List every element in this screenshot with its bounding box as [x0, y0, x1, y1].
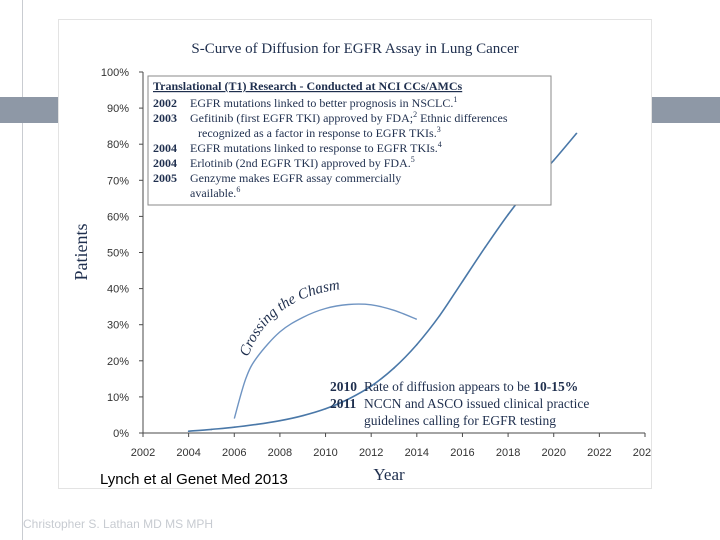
crossing-the-chasm-label: Crossing the Chasm — [237, 277, 341, 358]
top-box-line-sup: 4 — [438, 140, 442, 149]
x-tick-label: 2020 — [541, 447, 565, 459]
bottom-box-line-text: guidelines calling for EGFR testing — [364, 413, 556, 428]
diffusion-data-point — [575, 132, 578, 135]
top-box-line: Gefitinib (first EGFR TKI) approved by F… — [190, 110, 508, 125]
top-box-line-text: Genzyme makes EGFR assay commercially — [190, 171, 401, 185]
s-curve-chart: S-Curve of Diffusion for EGFR Assay in L… — [71, 41, 651, 484]
diffusion-data-point — [507, 213, 509, 216]
diffusion-data-point — [393, 367, 395, 369]
x-tick-label: 2002 — [131, 447, 155, 459]
footer-author: Christopher S. Lathan MD MS MPH — [23, 517, 214, 531]
bottom-box-line-bold: 10-15% — [533, 379, 578, 394]
top-box-year: 2004 — [153, 141, 177, 155]
top-box-line-sup: 6 — [236, 185, 240, 194]
x-tick-label: 2004 — [176, 447, 200, 459]
diffusion-data-point — [552, 159, 555, 162]
x-tick-label: 2024 — [633, 447, 651, 459]
chart-figure: S-Curve of Diffusion for EGFR Assay in L… — [59, 20, 651, 488]
y-tick-label: 0% — [113, 428, 129, 440]
top-box-line-text: available. — [190, 186, 236, 200]
top-box-year: 2005 — [153, 171, 177, 185]
bottom-box-line: Rate of diffusion appears to be 10-15% — [364, 379, 578, 394]
top-box-line: EGFR mutations linked to response to EGF… — [190, 140, 442, 155]
diffusion-data-point — [324, 408, 327, 410]
diffusion-s-curve — [188, 132, 578, 432]
diffusion-data-point — [256, 423, 258, 426]
top-box-line-text: Erlotinib (2nd EGFR TKI) approved by FDA… — [190, 156, 411, 170]
y-axis-label: Patients — [71, 224, 91, 281]
bottom-box-year: 2011 — [330, 396, 357, 411]
top-box-line: available.6 — [190, 185, 240, 200]
y-tick-label: 50% — [107, 248, 129, 260]
top-box-line: Erlotinib (2nd EGFR TKI) approved by FDA… — [190, 155, 415, 170]
y-tick-label: 90% — [107, 103, 129, 115]
diffusion-data-point — [347, 398, 350, 400]
slide-decoration-bar-left — [0, 97, 59, 123]
diffusion-data-point — [370, 385, 372, 387]
top-box-year: 2002 — [153, 96, 177, 110]
slide-decoration-bar-right — [650, 97, 720, 123]
y-tick-label: 60% — [107, 211, 129, 223]
bottom-box-line-text: NCCN and ASCO issued clinical practice — [364, 396, 589, 411]
top-box-line-text: EGFR mutations linked to response to EGF… — [190, 141, 438, 155]
top-box-year: 2004 — [153, 156, 177, 170]
diffusion-data-point — [187, 430, 190, 432]
diffusion-data-point — [233, 426, 236, 429]
x-tick-label: 2010 — [313, 447, 337, 459]
diffusion-data-point — [301, 414, 304, 417]
top-box-line: recognized as a factor in response to EG… — [198, 125, 441, 140]
top-box-line-text: Gefitinib (first EGFR TKI) approved by F… — [190, 111, 413, 125]
bottom-box-line-text: Rate of diffusion appears to be — [364, 379, 533, 394]
y-tick-label: 70% — [107, 175, 129, 187]
citation-text: Lynch et al Genet Med 2013 — [100, 471, 288, 488]
top-box-line-text: EGFR mutations linked to better prognosi… — [190, 96, 453, 110]
x-tick-label: 2012 — [359, 447, 383, 459]
bottom-box-year: 2010 — [330, 379, 357, 394]
top-box-line-sup: 5 — [411, 155, 415, 164]
x-tick-label: 2014 — [405, 447, 429, 459]
diffusion-data-point — [438, 314, 441, 317]
slide-decoration-line — [22, 0, 23, 540]
top-box-line-sup: 2 — [413, 110, 417, 119]
x-tick-label: 2006 — [222, 447, 246, 459]
top-box-year: 2003 — [153, 111, 177, 125]
diffusion-data-point — [484, 246, 487, 248]
y-tick-label: 10% — [107, 392, 129, 404]
top-box-line-text: recognized as a factor in response to EG… — [198, 126, 437, 140]
diffusion-data-point — [461, 280, 464, 283]
y-tick-label: 80% — [107, 139, 129, 151]
bottom-box-line: guidelines calling for EGFR testing — [364, 413, 556, 428]
top-annotation-box — [147, 75, 552, 206]
bottom-box-line: NCCN and ASCO issued clinical practice — [364, 396, 589, 411]
crossing-the-chasm-text: Crossing the Chasm — [237, 277, 341, 358]
top-box-line-sup: 1 — [453, 95, 457, 104]
top-box-line-text2: Ethnic differences — [417, 111, 508, 125]
y-tick-label: 20% — [107, 356, 129, 368]
top-box-heading: Translational (T1) Research - Conducted … — [153, 79, 463, 93]
y-tick-label: 30% — [107, 320, 129, 332]
x-tick-label: 2018 — [496, 447, 520, 459]
diffusion-data-point — [210, 428, 213, 431]
y-tick-label: 100% — [101, 67, 129, 79]
x-tick-label: 2016 — [450, 447, 474, 459]
diffusion-data-point — [279, 419, 281, 422]
top-box-line-sup: 3 — [437, 125, 441, 134]
chart-title: S-Curve of Diffusion for EGFR Assay in L… — [191, 41, 518, 57]
crossing-the-chasm-curve — [233, 303, 418, 419]
y-tick-label: 40% — [107, 284, 129, 296]
x-tick-label: 2022 — [587, 447, 611, 459]
top-box-line: EGFR mutations linked to better prognosi… — [190, 95, 457, 110]
diffusion-data-point — [416, 343, 418, 346]
x-axis-label: Year — [373, 465, 405, 484]
top-box-line: Genzyme makes EGFR assay commercially — [190, 171, 401, 185]
x-tick-label: 2008 — [268, 447, 292, 459]
